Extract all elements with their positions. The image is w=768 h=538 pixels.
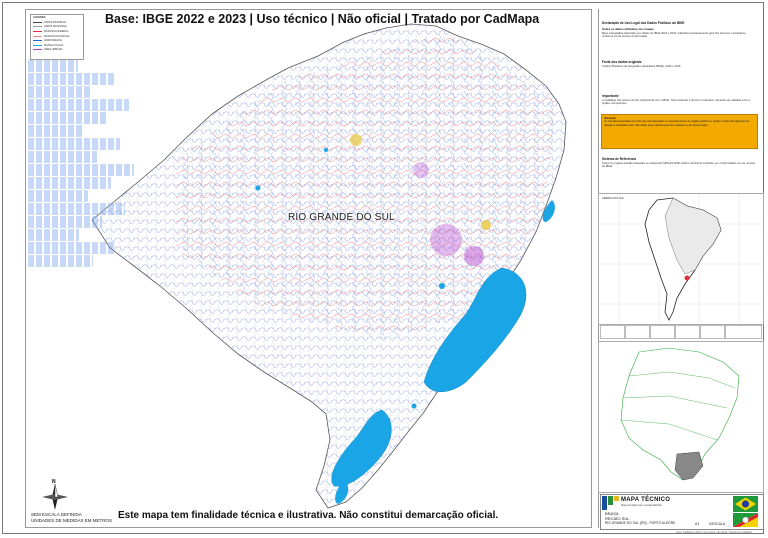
- colophon: Autor: CadMapa | 2023 | Uso técnico, não…: [676, 531, 752, 534]
- title-block: [600, 494, 764, 530]
- grid-cell: [675, 325, 700, 339]
- watermark-row: [28, 216, 102, 228]
- legend-label: LIMITE ESTADUAL: [44, 20, 67, 24]
- panel-section-title: Declaração de Uso Legal dos Dados Públic…: [602, 21, 685, 25]
- legend-item: RODOVIA FEDERAL: [31, 29, 83, 34]
- north-letter: N: [52, 479, 56, 485]
- watermark-row: [28, 138, 120, 150]
- main-map-frame[interactable]: [25, 9, 592, 528]
- urban-area: [464, 246, 484, 266]
- rs-locator-dot: [684, 275, 690, 281]
- legend-item: RODOVIA ESTADUAL: [31, 34, 83, 39]
- watermark-row: [28, 229, 79, 241]
- scale-note: SEM ESCALA DEFINIDA: [31, 512, 82, 517]
- coastal-lagoon: [542, 200, 555, 222]
- brazil-flag-icon: [733, 496, 758, 512]
- panel-important-text: A CadMapa não possui vínculo institucion…: [602, 99, 750, 106]
- title-block-country: BRASIL: [605, 511, 620, 516]
- watermark-row: [28, 60, 78, 72]
- watermark-text-blocks: [28, 60, 138, 268]
- title-block-state: RIO GRANDE DO SUL (RS) - PORTO ALEGRE: [605, 521, 676, 525]
- alert-title: Atenção: [604, 116, 617, 120]
- south-america-locator[interactable]: [598, 193, 764, 325]
- watermark-row: [28, 73, 115, 85]
- disclaimer-note: Este mapa tem finalidade técnica e ilust…: [118, 510, 499, 521]
- watermark-row: [28, 125, 83, 137]
- urban-area: [413, 162, 429, 178]
- watermark-row: [28, 177, 111, 189]
- ibge-logo-icon: [602, 496, 619, 510]
- lagoa-dos-patos: [423, 267, 527, 392]
- rs-highlight: [674, 451, 704, 481]
- urban-area: [481, 220, 491, 230]
- legend-items: LIMITE ESTADUAL LIMITE MUNICIPAL RODOVIA F…: [31, 20, 83, 52]
- panel-important-title: Importante: [602, 94, 619, 98]
- title-block-region: REGIÃO SUL: [605, 516, 630, 521]
- watermark-row: [28, 164, 134, 176]
- grid-cell: [650, 325, 675, 339]
- watermark-row: [28, 190, 88, 202]
- watermark-row: [28, 242, 116, 254]
- legend-item: LIMITE MUNICIPAL: [31, 25, 83, 30]
- panel-section-text: Base cartográfica elaborada com dados do…: [602, 32, 747, 39]
- panel-section-subtitle: Sobre os dados utilizados nos mapas: [602, 27, 654, 31]
- legend-swatch: [33, 44, 42, 46]
- watermark-row: [28, 86, 92, 98]
- alert-box: Atenção As camadas ilustradas por este s…: [601, 114, 758, 149]
- watermark-row: [28, 203, 125, 215]
- north-arrow-icon: [42, 483, 68, 510]
- lagoa-mirim: [331, 409, 392, 487]
- legend-label: RODOVIA ESTADUAL: [44, 34, 71, 38]
- legend-swatch: [33, 26, 42, 28]
- legend-label: ÁREA URBANA: [44, 48, 63, 52]
- legend-label: LIMITE MUNICIPAL: [44, 25, 68, 29]
- legend-swatch: [33, 35, 42, 37]
- state-label: RIO GRANDE DO SUL: [288, 212, 395, 223]
- south-america-map: [599, 194, 763, 324]
- map-legend: LEGENDA LIMITE ESTADUAL LIMITE MUNICIPAL R…: [30, 14, 84, 60]
- watermark-row: [28, 99, 129, 111]
- legend-item: HIDROGRAFIA: [31, 38, 83, 43]
- legend-label: HIDROGRAFIA: [44, 39, 63, 43]
- legend-swatch: [33, 30, 42, 32]
- legend-item: LIMITE ESTADUAL: [31, 20, 83, 25]
- urban-area: [350, 134, 362, 146]
- sheet-size: A3: [695, 522, 700, 526]
- alert-text: As camadas ilustradas por este site são …: [604, 120, 750, 127]
- legend-label: MASSA D'ÁGUA: [44, 43, 64, 47]
- title-block-title: MAPA TÉCNICO: [621, 497, 671, 503]
- rs-flag-icon: [733, 513, 758, 527]
- legend-title: LEGENDA: [33, 16, 46, 19]
- legend-swatch: [33, 40, 42, 42]
- grid-cell: [725, 325, 762, 339]
- legend-swatch: [33, 49, 42, 51]
- panel-reference-title: Sistema de Referência: [602, 157, 637, 161]
- locator-label: AMÉRICA DO SUL: [602, 197, 625, 200]
- panel-reference-text: Todos os projetos estarão baseados no re…: [602, 162, 755, 169]
- legend-item: ÁREA URBANA: [31, 48, 83, 53]
- legend-label: RODOVIA FEDERAL: [44, 29, 69, 33]
- legend-swatch: [33, 21, 42, 23]
- map-header-title: Base: IBGE 2022 e 2023 | Uso técnico | N…: [105, 12, 540, 26]
- legend-item: MASSA D'ÁGUA: [31, 43, 83, 48]
- region-locator-map: [620, 347, 740, 481]
- watermark-row: [28, 151, 97, 163]
- region-locator[interactable]: [598, 341, 764, 493]
- state-map[interactable]: [26, 10, 592, 528]
- title-block-scale: S/ESCALA: [709, 522, 726, 526]
- panel-source-title: Fonte dos dados originais: [602, 60, 642, 64]
- grid-cell: [700, 325, 725, 339]
- units-note: UNIDADES DE MEDIDAS EM METROS: [31, 518, 113, 523]
- urban-area: [430, 224, 462, 256]
- watermark-row: [28, 255, 93, 267]
- grid-cell: [600, 325, 625, 339]
- watermark-row: [28, 112, 106, 124]
- panel-source-text: Instituto Brasileiro de Geografia e Esta…: [602, 65, 682, 68]
- title-block-subtitle: Mapa temático sem escala definida: [621, 504, 662, 507]
- grid-cell: [625, 325, 650, 339]
